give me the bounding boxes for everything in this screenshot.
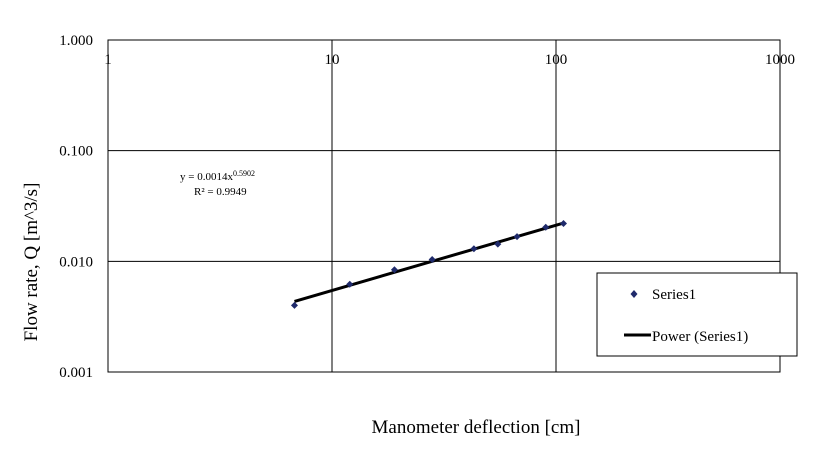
x-tick-label: 1 [104,52,112,68]
data-point [290,301,298,309]
legend-box [596,272,798,357]
trendline-equation: y = 0.0014x0.5902 [180,169,255,183]
trendline-power [294,221,564,303]
legend-label-series1: Series1 [652,287,696,303]
y-axis-tick-labels: 1.000 0.100 0.010 0.001 [59,33,93,381]
y-tick-label: 1.000 [59,33,93,49]
data-point [542,223,550,231]
data-point [470,245,478,253]
legend: Series1 Power (Series1) [596,272,798,357]
data-point [513,233,521,241]
x-axis-tick-labels: 1 10 100 1000 [104,52,795,68]
data-point [346,280,354,288]
y-axis-title: Flow rate, Q [m^3/s] [21,183,42,342]
plot-area-frame [107,39,781,373]
x-tick-label: 1000 [765,52,795,68]
x-tick-label: 100 [545,52,568,68]
data-point [390,266,398,274]
data-point [559,219,567,227]
data-point [494,240,502,248]
x-tick-label: 10 [325,52,340,68]
y-tick-label: 0.100 [59,144,93,160]
trendline-r-squared: R² = 0.9949 [194,186,247,198]
y-tick-label: 0.010 [59,254,93,270]
legend-marker-series1 [630,290,638,298]
legend-label-power: Power (Series1) [652,329,748,345]
y-tick-label: 0.001 [59,365,93,381]
trendline [294,221,564,303]
series-points [290,219,567,309]
x-axis-title: Manometer deflection [cm] [372,417,581,438]
data-point [428,255,436,263]
